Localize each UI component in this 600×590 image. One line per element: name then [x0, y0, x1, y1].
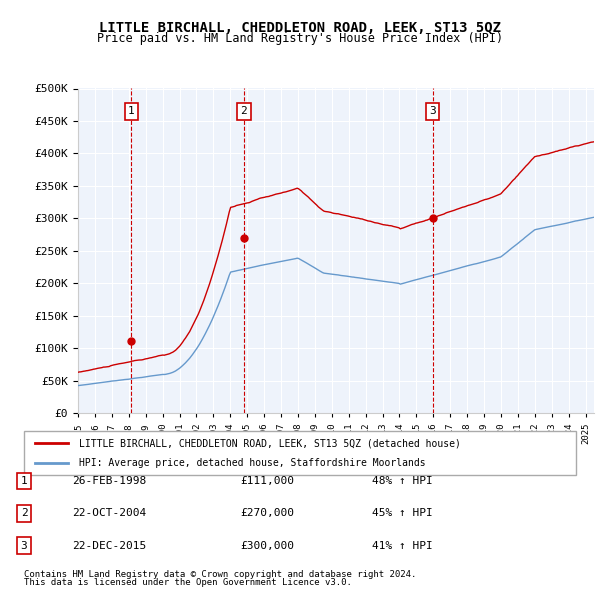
Text: 1: 1	[128, 106, 134, 116]
Text: 45% ↑ HPI: 45% ↑ HPI	[372, 509, 433, 518]
Text: This data is licensed under the Open Government Licence v3.0.: This data is licensed under the Open Gov…	[24, 578, 352, 587]
FancyBboxPatch shape	[24, 431, 576, 475]
Text: 22-DEC-2015: 22-DEC-2015	[72, 541, 146, 550]
Text: 41% ↑ HPI: 41% ↑ HPI	[372, 541, 433, 550]
Text: 3: 3	[430, 106, 436, 116]
Text: £300,000: £300,000	[240, 541, 294, 550]
Text: 2: 2	[241, 106, 247, 116]
Text: 3: 3	[20, 541, 28, 550]
Text: LITTLE BIRCHALL, CHEDDLETON ROAD, LEEK, ST13 5QZ (detached house): LITTLE BIRCHALL, CHEDDLETON ROAD, LEEK, …	[79, 438, 461, 448]
Text: £111,000: £111,000	[240, 476, 294, 486]
Text: Contains HM Land Registry data © Crown copyright and database right 2024.: Contains HM Land Registry data © Crown c…	[24, 571, 416, 579]
Text: 26-FEB-1998: 26-FEB-1998	[72, 476, 146, 486]
Text: HPI: Average price, detached house, Staffordshire Moorlands: HPI: Average price, detached house, Staf…	[79, 458, 426, 467]
Text: 48% ↑ HPI: 48% ↑ HPI	[372, 476, 433, 486]
Text: 22-OCT-2004: 22-OCT-2004	[72, 509, 146, 518]
Text: 1: 1	[20, 476, 28, 486]
Text: LITTLE BIRCHALL, CHEDDLETON ROAD, LEEK, ST13 5QZ: LITTLE BIRCHALL, CHEDDLETON ROAD, LEEK, …	[99, 21, 501, 35]
Text: 2: 2	[20, 509, 28, 518]
Text: £270,000: £270,000	[240, 509, 294, 518]
Text: Price paid vs. HM Land Registry's House Price Index (HPI): Price paid vs. HM Land Registry's House …	[97, 32, 503, 45]
